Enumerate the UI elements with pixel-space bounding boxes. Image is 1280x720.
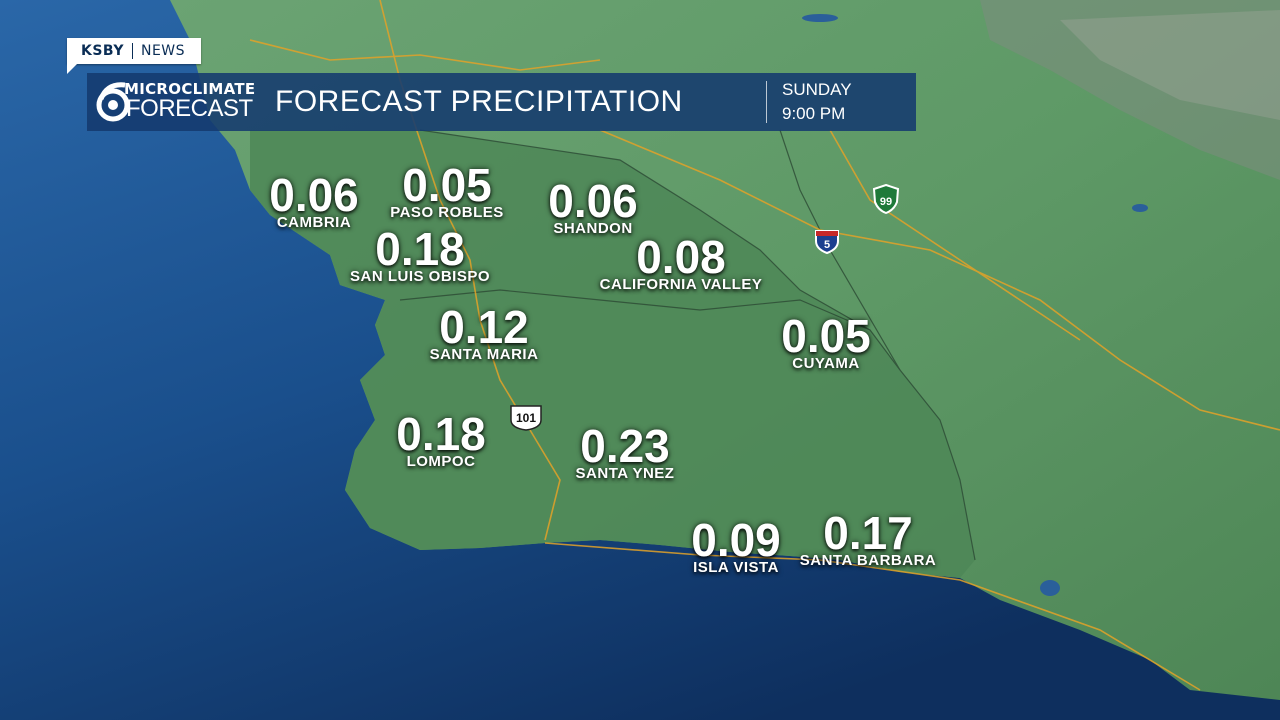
location-cambria: 0.06 CAMBRIA <box>269 172 359 231</box>
highway-99-shield-icon: 99 <box>872 184 900 214</box>
badge-divider <box>131 43 133 59</box>
precipitation-value: 0.12 <box>439 301 529 353</box>
us-101-shield-icon: 101 <box>510 405 542 431</box>
location-name: CUYAMA <box>792 355 860 372</box>
precipitation-value: 0.17 <box>823 507 913 559</box>
network-name: NEWS <box>140 43 186 59</box>
badge-tail <box>67 64 77 74</box>
location-santa-maria: 0.12 SANTA MARIA <box>430 304 539 363</box>
location-name: SANTA MARIA <box>429 346 539 363</box>
location-santa-ynez: 0.23 SANTA YNEZ <box>576 423 675 482</box>
precipitation-value: 0.18 <box>375 223 465 275</box>
logo-bottom-text: FORECAST <box>126 95 253 122</box>
highway-number: 5 <box>824 239 830 251</box>
location-name: SANTA YNEZ <box>575 465 675 482</box>
location-santa-barbara: 0.17 SANTA BARBARA <box>800 510 937 569</box>
location-name: PASO ROBLES <box>390 204 504 221</box>
location-name: SHANDON <box>553 220 633 237</box>
precipitation-value: 0.18 <box>396 408 486 460</box>
location-isla-vista: 0.09 ISLA VISTA <box>691 517 781 576</box>
location-lompoc: 0.18 LOMPOC <box>396 411 486 470</box>
location-paso-robles: 0.05 PASO ROBLES <box>390 162 504 221</box>
station-name: KSBY <box>81 43 124 59</box>
station-badge: KSBY NEWS <box>67 38 201 64</box>
forecast-day: SUNDAY <box>782 80 852 99</box>
precipitation-value: 0.05 <box>781 310 871 362</box>
highway-number: 99 <box>880 196 892 208</box>
precipitation-value: 0.06 <box>548 175 638 227</box>
location-name: SAN LUIS OBISPO <box>349 268 491 285</box>
page-title: FORECAST PRECIPITATION <box>275 85 683 118</box>
precipitation-value: 0.23 <box>580 420 670 472</box>
location-name: LOMPOC <box>406 453 476 470</box>
highway-number: 101 <box>516 411 536 425</box>
location-cuyama: 0.05 CUYAMA <box>781 313 871 372</box>
precipitation-value: 0.09 <box>691 514 781 566</box>
location-name: CALIFORNIA VALLEY <box>599 276 763 293</box>
header-divider <box>766 81 767 123</box>
precipitation-value: 0.08 <box>636 231 726 283</box>
precipitation-value: 0.06 <box>269 169 359 221</box>
location-name: SANTA BARBARA <box>799 552 937 569</box>
county-region <box>250 130 975 578</box>
logo-top-text: MICROCLIMATE <box>124 80 256 98</box>
interstate-5-shield-icon: 5 <box>815 230 839 254</box>
location-california-valley: 0.08 CALIFORNIA VALLEY <box>600 234 763 293</box>
mountains <box>980 0 1280 180</box>
location-name: ISLA VISTA <box>693 559 779 576</box>
precipitation-value: 0.05 <box>402 159 492 211</box>
microclimate-logo: MICROCLIMATE FORECAST <box>91 77 261 127</box>
lake <box>802 14 838 22</box>
location-san-luis-obispo: 0.18 SAN LUIS OBISPO <box>350 226 490 285</box>
location-name: CAMBRIA <box>276 214 352 231</box>
forecast-time: 9:00 PM <box>782 104 846 123</box>
channel-6-logo-icon <box>96 82 130 122</box>
location-shandon: 0.06 SHANDON <box>548 178 638 237</box>
header-bar: MICROCLIMATE FORECAST FORECAST PRECIPITA… <box>87 73 916 131</box>
